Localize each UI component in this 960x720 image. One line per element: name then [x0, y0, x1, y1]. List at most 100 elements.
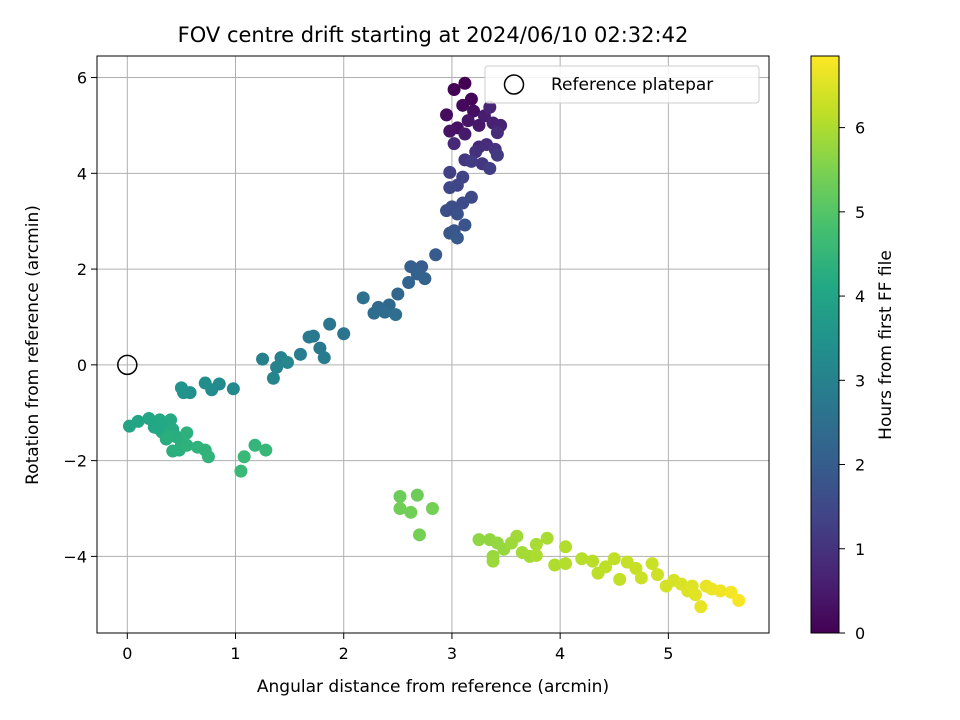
data-point	[280, 355, 294, 369]
data-point	[613, 572, 627, 586]
data-point	[456, 196, 470, 210]
data-point	[450, 231, 464, 245]
data-point	[461, 114, 475, 128]
data-point	[688, 588, 702, 602]
data-point	[586, 554, 600, 568]
data-point	[599, 560, 613, 574]
x-tick-label: 2	[339, 644, 349, 663]
data-point	[607, 552, 621, 566]
data-point	[458, 127, 472, 141]
data-point	[732, 593, 746, 607]
data-point	[201, 450, 215, 464]
data-point	[266, 371, 280, 385]
data-point	[389, 308, 403, 322]
data-point	[443, 165, 457, 179]
data-point	[237, 450, 251, 464]
data-point	[356, 291, 370, 305]
y-tick-label: −2	[63, 452, 87, 471]
data-point	[256, 352, 270, 366]
x-tick-label: 0	[122, 644, 132, 663]
data-point	[443, 181, 457, 195]
data-point	[634, 571, 648, 585]
data-point	[226, 382, 240, 396]
plot-frame	[96, 55, 770, 634]
x-axis: 0 1 2 3 4 5	[122, 633, 673, 663]
x-tick-label: 3	[447, 644, 457, 663]
data-point	[234, 464, 248, 478]
data-point	[694, 600, 708, 614]
data-point	[393, 490, 407, 504]
scatter-points	[122, 76, 746, 614]
data-point	[472, 118, 486, 132]
x-tick-label: 5	[663, 644, 673, 663]
data-point	[393, 502, 407, 516]
colorbar-tick-label: 3	[855, 371, 865, 390]
data-point	[391, 287, 405, 301]
legend-label: Reference platepar	[551, 75, 713, 95]
data-point	[440, 108, 454, 122]
data-point	[713, 584, 727, 598]
colorbar-tick-label: 6	[855, 119, 865, 138]
data-point	[180, 426, 194, 440]
data-point	[529, 548, 543, 562]
data-point	[402, 275, 416, 289]
data-point	[443, 124, 457, 138]
legend-box	[484, 65, 760, 104]
colorbar-tick-label: 0	[855, 624, 865, 643]
y-tick-label: −4	[63, 547, 87, 566]
data-point	[337, 327, 351, 341]
data-point	[540, 531, 554, 545]
data-point	[559, 540, 573, 554]
data-point	[486, 554, 500, 568]
data-point	[447, 83, 461, 97]
reference-marker-layer	[117, 354, 138, 376]
colorbar: 0 1 2 3 4 5 6 Hours from first FF file	[810, 55, 896, 643]
y-axis-title: Rotation from reference (arcmin)	[23, 205, 43, 485]
data-point	[464, 154, 478, 168]
data-point	[248, 438, 262, 452]
data-point	[367, 306, 381, 320]
colorbar-title: Hours from first FF file	[876, 250, 896, 440]
data-point	[425, 502, 439, 516]
colorbar-tick-label: 2	[855, 456, 865, 475]
y-tick-label: 0	[77, 356, 87, 375]
legend-marker	[503, 74, 525, 95]
data-point	[645, 557, 659, 571]
data-point	[429, 248, 443, 262]
data-point	[161, 430, 175, 444]
colorbar-ticks: 0 1 2 3 4 5 6	[839, 119, 865, 643]
data-point	[180, 438, 194, 452]
data-point	[131, 414, 145, 428]
data-point	[467, 104, 481, 118]
data-point	[404, 505, 418, 519]
data-point	[559, 557, 573, 571]
y-tick-label: 4	[77, 164, 87, 183]
data-point	[483, 162, 497, 176]
data-point	[510, 529, 524, 543]
data-point	[174, 381, 188, 395]
legend: Reference platepar	[484, 65, 760, 104]
data-point	[450, 207, 464, 221]
data-point	[259, 443, 273, 457]
colorbar-gradient	[810, 55, 840, 634]
data-point	[198, 376, 212, 390]
data-point	[293, 347, 307, 361]
data-point	[270, 360, 284, 374]
data-point	[651, 568, 665, 582]
data-point	[483, 100, 497, 114]
data-point	[317, 351, 331, 365]
data-point	[629, 561, 643, 575]
data-point	[302, 330, 316, 344]
x-axis-title: Angular distance from reference (arcmin)	[257, 677, 609, 697]
data-point	[575, 552, 589, 566]
colorbar-tick-label: 5	[855, 203, 865, 222]
data-point	[323, 317, 337, 331]
data-point	[490, 126, 504, 140]
data-point	[529, 537, 543, 551]
data-point	[418, 272, 432, 286]
chart-title: FOV centre drift starting at 2024/06/10 …	[178, 23, 689, 47]
y-tick-label: 2	[77, 260, 87, 279]
y-tick-label: 6	[77, 69, 87, 88]
data-point	[440, 204, 454, 218]
